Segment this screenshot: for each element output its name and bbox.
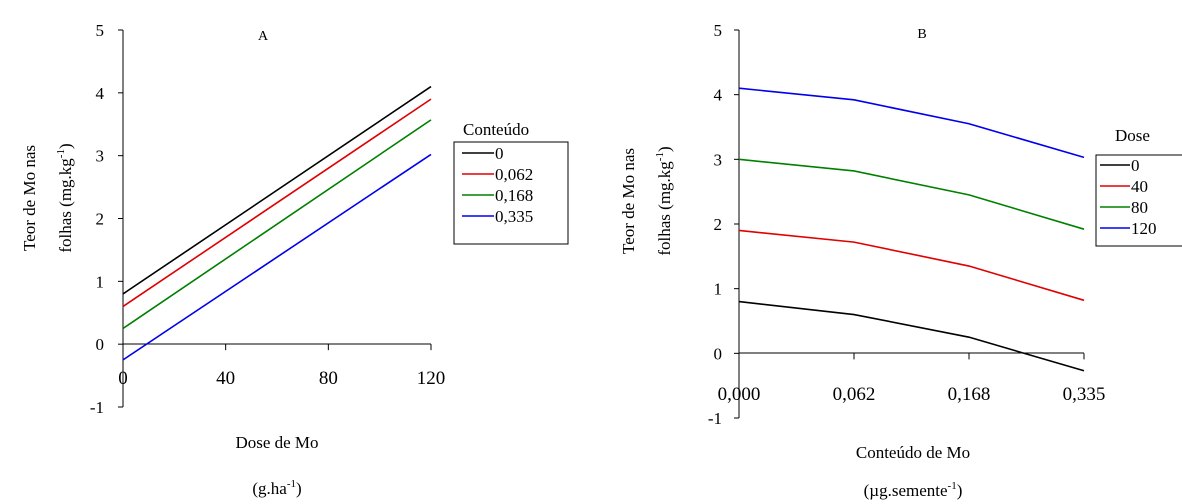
chart-title-b: B (917, 27, 926, 42)
y-axis-label-b-line2: folhas (mg.kg-1) (654, 146, 674, 255)
y-tick-label: 2 (96, 210, 105, 229)
x-tick-label: 0,335 (1063, 384, 1106, 405)
y-tick-label: 5 (714, 21, 723, 40)
y-tick-label: 3 (714, 150, 723, 169)
x-ticks-a: 0 40 80 120 (118, 344, 445, 389)
legend-box-a (453, 141, 569, 245)
x-tick-label: 0,062 (833, 384, 876, 405)
series-line-a-0-168 (122, 119, 432, 330)
x-tick-label: 80 (319, 368, 338, 389)
series-line-b-0 (738, 300, 1085, 372)
y-tick-label: 0 (96, 335, 105, 354)
y-axis-label-a-line1: Teor de Mo nas (20, 145, 39, 251)
x-axis-label-b: Conteúdo de Mo (856, 443, 970, 462)
legend-label: 0,168 (495, 186, 533, 205)
x-axis-label-a: Dose de Mo (235, 433, 318, 452)
y-tick-label: 1 (96, 272, 105, 291)
series-lines-a (122, 85, 432, 361)
x-tick-label: 0,000 (718, 384, 761, 405)
x-ticks-b: 0,000 0,062 0,168 0,335 (718, 353, 1106, 405)
y-axis-label-a-line2: folhas (mg.kg-1) (55, 143, 75, 252)
y-ticks-a: -1 0 1 2 3 4 5 (90, 21, 123, 417)
x-tick-label: 0,168 (948, 384, 991, 405)
series-line-b-120 (738, 87, 1085, 159)
legend-label: 120 (1131, 219, 1157, 238)
x-axis-unit-a: (g.ha-1) (252, 478, 301, 498)
y-tick-label: 0 (714, 344, 723, 363)
legend-a: 0 0,062 0,168 0,335 (453, 141, 569, 245)
x-axis-unit-b: (µg.semente-1) (864, 480, 963, 500)
y-tick-label: 2 (714, 215, 723, 234)
y-axis-label-b-line1: Teor de Mo nas (619, 148, 638, 254)
chart-title-a: A (258, 29, 269, 44)
legend-label: 40 (1131, 177, 1148, 196)
series-lines-b (738, 87, 1085, 372)
legend-title-b: Dose (1115, 126, 1150, 145)
legend-label: 0,062 (495, 165, 533, 184)
y-tick-label: -1 (708, 409, 722, 428)
series-line-a-0-062 (122, 98, 432, 308)
y-tick-label: 5 (96, 21, 105, 40)
y-ticks-b: -1 0 1 2 3 4 5 (708, 21, 739, 428)
legend-title-a: Conteúdo (463, 120, 529, 139)
series-line-b-80 (738, 158, 1085, 230)
legend-label: 0,335 (495, 207, 533, 226)
series-line-a-0 (122, 85, 432, 295)
legend-label: 80 (1131, 198, 1148, 217)
chart-panel-b: -1 0 1 2 3 4 5 0,000 0,062 0,168 0,335 B Conteúdo… (619, 21, 1182, 500)
x-tick-label: 40 (216, 368, 235, 389)
y-tick-label: 4 (714, 86, 723, 105)
y-tick-label: 1 (714, 280, 723, 299)
series-line-b-40 (738, 229, 1085, 302)
legend-label: 0 (495, 144, 504, 163)
x-tick-label: 120 (417, 368, 446, 389)
y-tick-label: -1 (90, 398, 104, 417)
legend-b: 0 40 80 120 (1095, 154, 1182, 247)
legend-label: 0 (1131, 156, 1140, 175)
y-tick-label: 3 (96, 147, 105, 166)
x-tick-label: 0 (118, 368, 128, 389)
y-tick-label: 4 (96, 84, 105, 103)
legend-box-b (1095, 154, 1182, 247)
series-line-a-0-335 (122, 153, 432, 361)
